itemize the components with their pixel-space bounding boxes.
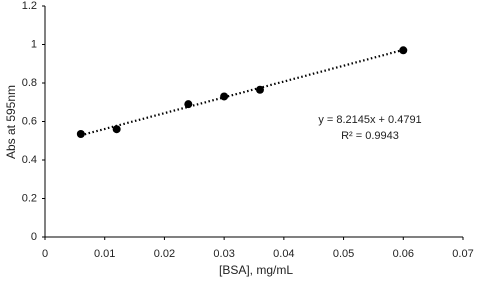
y-tick-label: 0.4 [22, 154, 37, 166]
data-point [399, 46, 408, 55]
x-tick-label: 0.04 [273, 248, 294, 260]
x-tick-label: 0.03 [213, 248, 234, 260]
y-tick-label: 0.8 [22, 77, 37, 89]
data-point [184, 100, 193, 109]
y-axis-title: Abs at 595nm [4, 85, 18, 159]
y-tick-label: 1.2 [22, 0, 37, 12]
x-tick-label: 0 [42, 248, 48, 260]
y-tick-label: 0.2 [22, 192, 37, 204]
trendline-equation: y = 8.2145x + 0.4791 [318, 114, 421, 126]
x-tick-label: 0.01 [94, 248, 115, 260]
data-point [112, 125, 121, 134]
x-tick-label: 0.07 [452, 248, 473, 260]
y-tick-label: 1 [31, 38, 37, 50]
data-point [220, 92, 229, 101]
y-tick-label: 0.6 [22, 115, 37, 127]
data-point [255, 85, 264, 94]
y-tick-label: 0 [31, 231, 37, 243]
x-tick-label: 0.06 [393, 248, 414, 260]
x-axis-title: [BSA], mg/mL [219, 263, 293, 277]
x-tick-label: 0.05 [333, 248, 354, 260]
data-point [76, 130, 85, 139]
r-squared: R² = 0.9943 [341, 130, 399, 142]
x-tick-label: 0.02 [154, 248, 175, 260]
